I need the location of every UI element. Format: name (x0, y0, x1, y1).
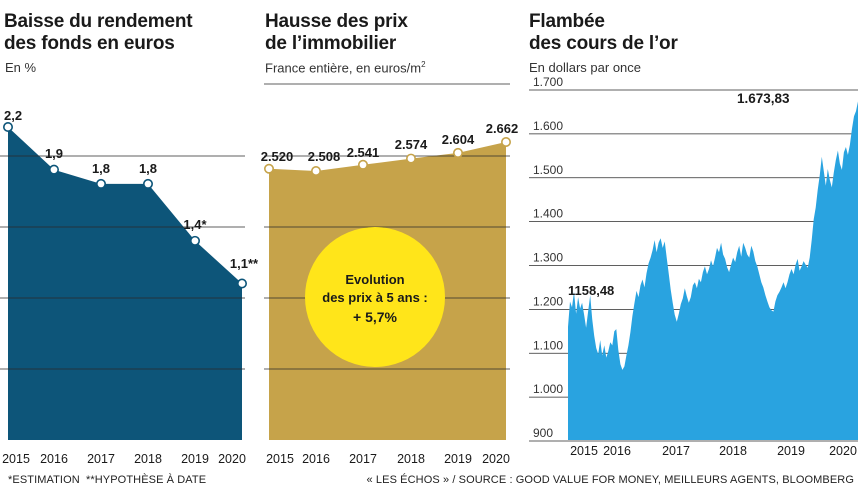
footer-source: « LES ÉCHOS » / SOURCE : GOOD VALUE FOR … (366, 474, 854, 486)
immobilier-point (500, 137, 511, 148)
or-x-tick: 2015 (570, 444, 598, 458)
or-y-tick: 1.700 (533, 75, 563, 89)
immobilier-value-label: 2.520 (261, 149, 294, 164)
evolution-label-line1: Evolution (345, 272, 404, 287)
or-x-tick: 2019 (777, 444, 805, 458)
rendement-x-tick: 2016 (40, 452, 68, 466)
panel1-subtitle: En % (5, 60, 37, 75)
rendement-point (190, 235, 201, 246)
rendement-value-label: 2,2 (4, 108, 22, 123)
rendement-point (96, 178, 107, 189)
or-x-tick: 2018 (719, 444, 747, 458)
or-y-tick: 1.500 (533, 163, 563, 177)
immobilier-value-label: 2.662 (486, 121, 519, 136)
immobilier-x-tick: 2016 (302, 452, 330, 466)
or-x-tick: 2016 (603, 444, 631, 458)
immobilier-x-tick: 2018 (397, 452, 425, 466)
rendement-x-tick: 2018 (134, 452, 162, 466)
rendement-x-tick: 2020 (218, 452, 246, 466)
footnote-hypothese: **HYPOTHÈSE À DATE (86, 474, 207, 486)
or-y-tick: 1.600 (533, 119, 563, 133)
rendement-point (237, 278, 248, 289)
rendement-point (48, 164, 59, 175)
panel2-title-line2: de l’immobilier (265, 33, 397, 54)
panel3-title: Flambée des cours de l’or (529, 11, 678, 55)
or-end-label: 1.673,83 (737, 91, 790, 106)
panel3-title-line2: des cours de l’or (529, 33, 678, 54)
immobilier-point (452, 147, 463, 158)
immobilier-value-label: 2.508 (308, 149, 341, 164)
or-y-tick: 1.200 (533, 294, 563, 308)
or-x-tick: 2020 (829, 444, 857, 458)
immobilier-value-label: 2.541 (347, 145, 380, 160)
rendement-x-tick: 2015 (2, 452, 30, 466)
rendement-x-tick: 2017 (87, 452, 115, 466)
rendement-value-label: 1,4* (183, 217, 207, 232)
or-area (568, 101, 858, 441)
or-y-tick: 1.000 (533, 382, 563, 396)
rendement-value-label: 1,1** (230, 256, 259, 271)
immobilier-point (357, 159, 368, 170)
or-y-tick: 1.300 (533, 251, 563, 265)
panel2-title-line1: Hausse des prix (265, 11, 408, 32)
panel3-title-line1: Flambée (529, 11, 605, 32)
rendement-value-label: 1,8 (139, 161, 157, 176)
immobilier-value-label: 2.604 (442, 132, 475, 147)
panel2-subtitle-text: France entière, en euros/m (265, 60, 422, 76)
immobilier-x-tick: 2015 (266, 452, 294, 466)
rendement-x-tick: 2019 (181, 452, 209, 466)
rendement-value-label: 1,8 (92, 161, 110, 176)
or-start-label: 1158,48 (568, 283, 614, 298)
or-y-tick: 1.100 (533, 338, 563, 352)
evolution-label-line2: des prix à 5 ans : (322, 290, 428, 305)
panel2-subtitle-sup: 2 (421, 60, 426, 69)
immobilier-point (310, 166, 321, 177)
evolution-value: + 5,7% (353, 309, 398, 325)
rendement-value-label: 1,9 (45, 146, 63, 161)
rendement-point (143, 178, 154, 189)
immobilier-point (263, 163, 274, 174)
immobilier-x-tick: 2017 (349, 452, 377, 466)
or-y-tick: 1.400 (533, 207, 563, 221)
immobilier-x-tick: 2020 (482, 452, 510, 466)
panel2-subtitle: France entière, en euros/m2 (265, 60, 426, 75)
panel1-title-line2: des fonds en euros (4, 33, 175, 54)
or-x-tick: 2017 (662, 444, 690, 458)
immobilier-point (405, 153, 416, 164)
evolution-bubble (305, 227, 445, 367)
rendement-area (8, 127, 242, 440)
panel2-title: Hausse des prix de l’immobilier (265, 11, 408, 55)
or-y-tick: 900 (533, 426, 553, 440)
immobilier-x-tick: 2019 (444, 452, 472, 466)
immobilier-value-label: 2.574 (395, 137, 428, 152)
panel1-title: Baisse du rendement des fonds en euros (4, 11, 193, 55)
footnote-estimation: *ESTIMATION (8, 474, 80, 486)
panel1-title-line1: Baisse du rendement (4, 11, 193, 32)
rendement-point (3, 122, 13, 133)
panel3-subtitle: En dollars par once (529, 60, 642, 75)
